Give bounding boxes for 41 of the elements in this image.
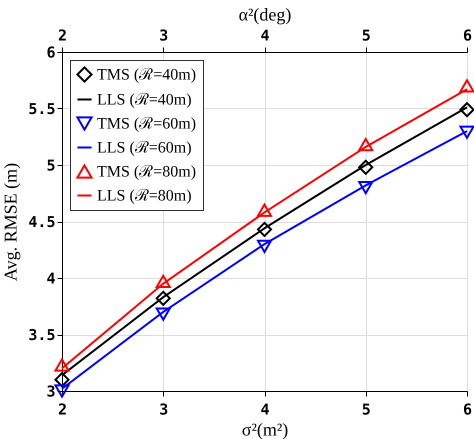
x2-tick-label: 4 — [260, 400, 270, 418]
y-tick-label: 4 — [46, 270, 56, 288]
x2-tick-label: 3 — [159, 400, 168, 418]
point — [256, 240, 272, 254]
legend-label: LLS (ℛ=60m) — [97, 140, 192, 156]
point — [358, 160, 374, 175]
x2-tick-label: 6 — [462, 400, 472, 418]
legend-label: TMS (ℛ=60m) — [97, 116, 196, 132]
y-tick-label: 3 — [46, 382, 56, 400]
y-tick-label: 6 — [46, 44, 56, 62]
y-tick-label: 3.5 — [28, 326, 56, 344]
x-tick-label: 6 — [462, 26, 472, 44]
y-axis-title: Avg. RMSE (m) — [0, 162, 20, 282]
legend-label: LLS (ℛ=80m) — [97, 188, 192, 204]
x-tick-label: 5 — [362, 26, 371, 44]
x2-tick-label: 5 — [362, 400, 371, 418]
point — [54, 372, 70, 388]
x-axis-title: σ²(m²) — [242, 420, 288, 439]
point — [156, 290, 171, 306]
point — [358, 180, 374, 194]
point — [54, 358, 70, 372]
legend-label: TMS (ℛ=40m) — [97, 66, 196, 84]
point — [459, 79, 474, 93]
point — [256, 222, 272, 237]
y-tick-label: 5 — [46, 156, 56, 174]
point — [358, 138, 374, 152]
y-tick-label: 5.5 — [28, 100, 56, 118]
legend-label: LLS (ℛ=40m) — [97, 92, 192, 108]
x-tick-label: 4 — [260, 26, 270, 44]
x2-tick-label: 2 — [58, 400, 68, 418]
legend-label: TMS (ℛ=80m) — [97, 164, 196, 180]
point — [156, 274, 171, 288]
x-tick-label: 3 — [159, 26, 168, 44]
x2-axis-title: α²(deg) — [238, 4, 292, 24]
point — [256, 204, 272, 217]
point — [459, 126, 474, 139]
y-tick-label: 4.5 — [28, 213, 56, 231]
x-tick-label: 2 — [58, 26, 68, 44]
point — [54, 384, 70, 398]
point — [156, 308, 171, 321]
point — [459, 102, 474, 118]
